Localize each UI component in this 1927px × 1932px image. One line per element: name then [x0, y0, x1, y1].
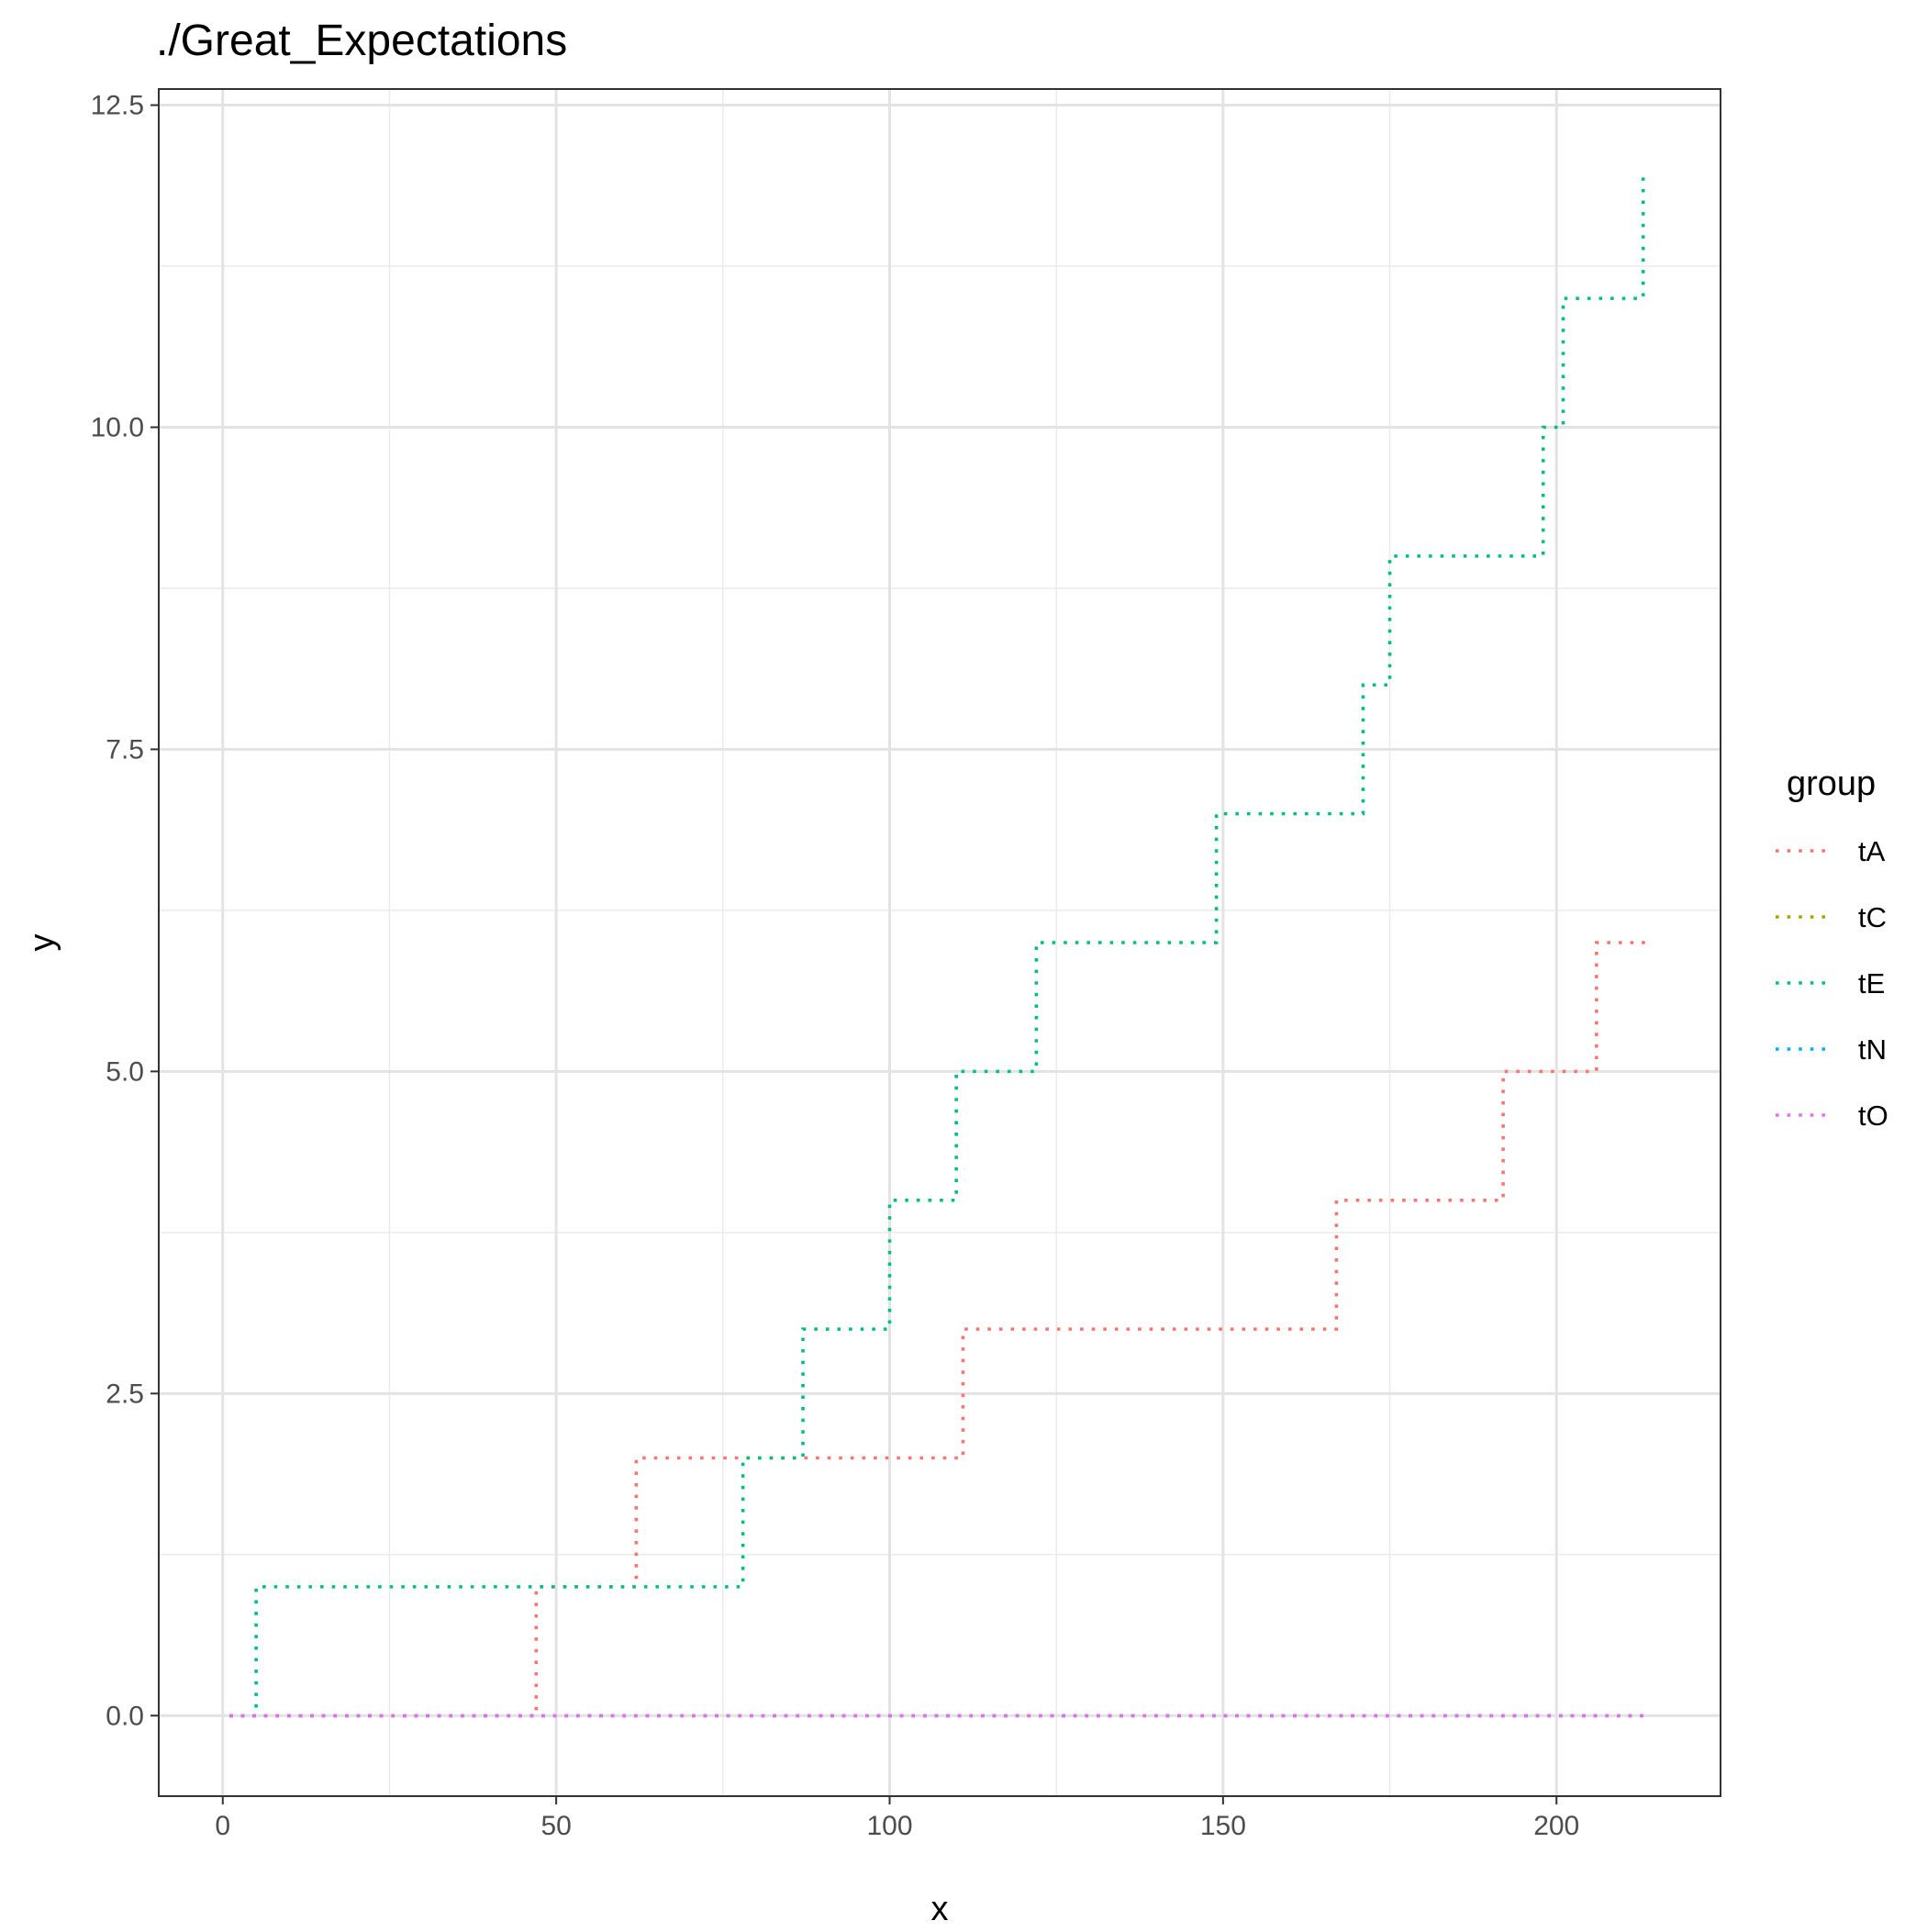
- y-tick-label: 12.5: [91, 91, 144, 121]
- x-axis-title: x: [931, 1890, 949, 1927]
- grid-lines: [159, 89, 1721, 1796]
- legend: group tA tC tE tN tO: [1776, 765, 1888, 1132]
- legend-label-tN: tN: [1858, 1033, 1887, 1066]
- legend-label-tC: tC: [1858, 901, 1887, 933]
- y-tick-label: 7.5: [106, 734, 144, 765]
- y-tick-label: 0.0: [106, 1701, 144, 1731]
- plot-border: [158, 88, 1721, 1797]
- series-line-tE: [229, 169, 1645, 1718]
- x-tick-label: 200: [1533, 1811, 1579, 1841]
- y-tick-label: 5.0: [106, 1056, 144, 1087]
- y-axis-title: y: [23, 934, 61, 952]
- series-lines: [229, 169, 1650, 1718]
- x-tick-label: 100: [866, 1811, 912, 1841]
- y-tick-label: 10.0: [91, 412, 144, 442]
- x-tick-label: 0: [215, 1811, 230, 1841]
- x-tick-label: 50: [540, 1811, 571, 1841]
- legend-label-tA: tA: [1858, 835, 1886, 867]
- legend-label-tO: tO: [1858, 1100, 1888, 1132]
- chart-title: ./Great_Expectations: [156, 17, 567, 65]
- legend-title: group: [1787, 765, 1876, 803]
- x-tick-label: 150: [1200, 1811, 1246, 1841]
- legend-label-tE: tE: [1858, 967, 1885, 1000]
- y-tick-label: 2.5: [106, 1379, 144, 1409]
- plot-background: [159, 89, 1721, 1796]
- axis-ticks: 0 50 100 150 200 0.0 2.5 5.0 7.5 10.0 12.5: [91, 91, 1580, 1841]
